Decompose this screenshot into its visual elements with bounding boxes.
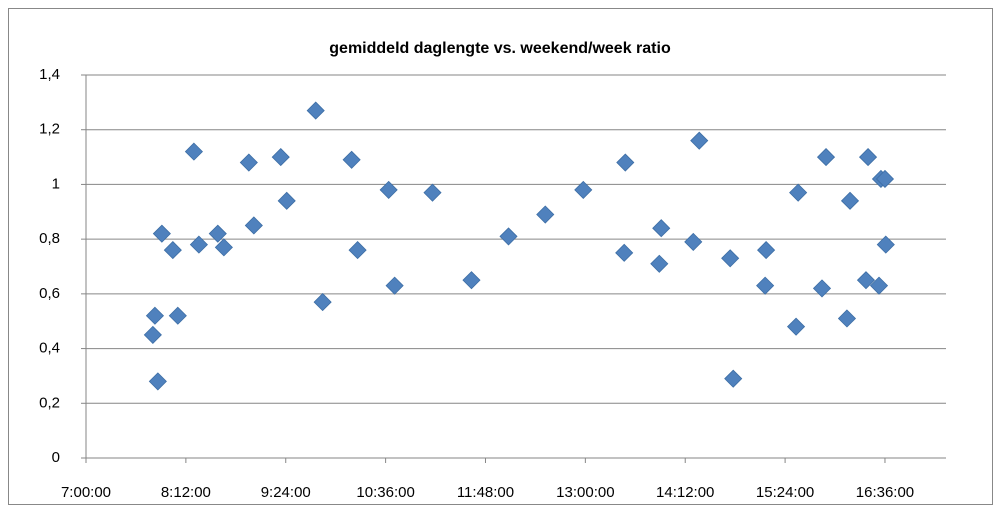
- y-tick-label: 1,2: [39, 121, 60, 138]
- point: [244, 216, 263, 235]
- chart-frame: [8, 8, 993, 505]
- point: [423, 183, 442, 202]
- point: [869, 276, 889, 295]
- point: [756, 276, 775, 295]
- point: [462, 271, 481, 290]
- chart-title: gemiddeld daglengte vs. weekend/week rat…: [329, 40, 671, 57]
- point: [163, 241, 182, 260]
- point: [189, 235, 208, 254]
- point: [812, 279, 832, 298]
- point: [837, 309, 857, 328]
- point: [724, 369, 743, 388]
- y-tick-label: 1: [52, 175, 60, 192]
- point: [208, 224, 227, 243]
- y-tick-label: 0: [52, 449, 60, 466]
- x-tick-label: 8:12:00: [161, 484, 211, 501]
- point: [816, 148, 836, 167]
- point: [875, 169, 895, 189]
- point: [789, 183, 808, 202]
- point: [650, 254, 669, 273]
- x-tick-label: 14:12:00: [656, 484, 714, 501]
- point: [239, 153, 258, 172]
- point: [152, 224, 171, 243]
- point: [690, 131, 709, 150]
- point: [148, 372, 167, 391]
- point: [536, 205, 555, 224]
- x-tick-label: 11:48:00: [457, 484, 514, 501]
- point: [143, 325, 162, 344]
- x-tick-label: 13:00:00: [556, 484, 614, 501]
- y-tick-label: 0,2: [39, 394, 60, 411]
- point: [856, 271, 876, 290]
- y-tick-label: 0,6: [39, 285, 60, 302]
- point: [379, 180, 398, 199]
- x-tick-label: 16:36:00: [856, 484, 914, 501]
- point: [652, 219, 671, 238]
- point: [168, 306, 187, 325]
- point: [342, 150, 361, 169]
- point: [184, 142, 203, 161]
- x-tick-label: 9:24:00: [261, 484, 311, 501]
- point: [840, 191, 860, 210]
- point: [858, 148, 878, 167]
- x-tick-label: 7:00:00: [61, 484, 111, 501]
- point: [786, 317, 806, 336]
- point: [615, 243, 634, 262]
- point: [385, 276, 404, 295]
- point: [214, 238, 233, 257]
- point: [684, 232, 703, 251]
- x-tick-label: 10:36:00: [356, 484, 414, 501]
- point: [499, 227, 518, 246]
- point: [721, 249, 740, 268]
- point: [348, 241, 367, 260]
- point: [145, 306, 165, 325]
- point: [574, 180, 593, 199]
- y-tick-label: 0,8: [39, 230, 60, 247]
- point: [616, 153, 635, 172]
- x-tick-label: 15:24:00: [756, 484, 814, 501]
- point: [271, 148, 290, 167]
- point: [277, 191, 296, 210]
- y-tick-label: 1,4: [39, 66, 60, 83]
- point: [313, 292, 332, 312]
- point: [876, 235, 895, 254]
- point: [757, 241, 776, 260]
- y-tick-label: 0,4: [39, 340, 60, 357]
- point: [306, 101, 325, 120]
